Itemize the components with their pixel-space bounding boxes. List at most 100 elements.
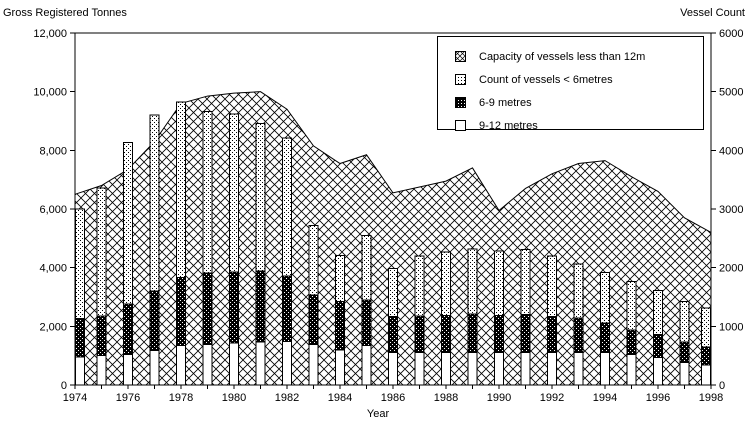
legend-label: 9-12 metres xyxy=(479,119,538,132)
legend-label: 6-9 metres xyxy=(479,96,532,109)
x-tick-label: 1998 xyxy=(699,392,723,404)
right-tick-label: 6000 xyxy=(719,28,743,40)
bar-count-lt6m-1974 xyxy=(75,208,85,320)
bar-count-lt6m-1990 xyxy=(494,250,504,316)
right-tick-label: 3000 xyxy=(719,204,743,216)
crosshatch-swatch-icon xyxy=(455,51,466,62)
bar-9-12m-1991 xyxy=(520,352,531,386)
bar-6-9m-1984 xyxy=(335,301,345,351)
x-tick-label: 1990 xyxy=(487,392,511,404)
left-tick-label: 12,000 xyxy=(33,28,67,40)
bar-6-9m-1989 xyxy=(467,313,478,354)
bar-9-12m-1978 xyxy=(176,345,186,386)
bar-9-12m-1980 xyxy=(229,342,239,386)
bar-6-9m-1993 xyxy=(573,317,584,354)
bar-9-12m-1979 xyxy=(202,344,213,386)
bar-9-12m-1996 xyxy=(653,357,663,386)
bar-6-9m-1986 xyxy=(388,315,398,354)
bar-6-9m-1990 xyxy=(494,314,504,354)
bar-6-9m-1996 xyxy=(653,334,663,359)
bar-6-9m-1985 xyxy=(361,299,372,346)
bar-count-lt6m-1996 xyxy=(653,290,663,336)
bar-count-lt6m-1993 xyxy=(573,263,584,319)
bar-6-9m-1991 xyxy=(520,314,531,354)
x-tick-label: 1984 xyxy=(328,392,352,404)
legend-item-capacity: Capacity of vessels less than 12m xyxy=(438,45,703,68)
x-tick-label: 1980 xyxy=(222,392,246,404)
bar-9-12m-1977 xyxy=(149,349,160,386)
bar-count-lt6m-1976 xyxy=(123,142,133,305)
bar-9-12m-1987 xyxy=(414,352,425,386)
bar-9-12m-1993 xyxy=(573,352,584,386)
x-tick-label: 1994 xyxy=(593,392,617,404)
right-tick-label: 4000 xyxy=(719,145,743,157)
bar-count-lt6m-1977 xyxy=(149,114,160,292)
x-tick-label: 1992 xyxy=(540,392,564,404)
bar-9-12m-1984 xyxy=(335,349,345,386)
bar-6-9m-1987 xyxy=(414,315,425,354)
bar-count-lt6m-1988 xyxy=(441,251,451,316)
bar-count-lt6m-1975 xyxy=(96,187,107,317)
x-tick-label: 1982 xyxy=(275,392,299,404)
legend: Capacity of vessels less than 12m Count … xyxy=(437,36,704,132)
bar-6-9m-1995 xyxy=(626,329,637,355)
bar-count-lt6m-1987 xyxy=(414,255,425,317)
bar-9-12m-1992 xyxy=(547,352,557,386)
bar-count-lt6m-1978 xyxy=(176,101,186,279)
bar-9-12m-1985 xyxy=(361,344,372,386)
left-tick-label: 0 xyxy=(61,380,67,392)
bar-count-lt6m-1979 xyxy=(202,110,213,274)
bar-9-12m-1975 xyxy=(96,355,107,386)
x-tick-label: 1974 xyxy=(63,392,87,404)
bar-6-9m-1975 xyxy=(96,315,107,357)
right-tick-label: 2000 xyxy=(719,263,743,275)
bar-6-9m-1974 xyxy=(75,318,85,358)
legend-item-count-lt6: Count of vessels < 6metres xyxy=(438,68,703,91)
legend-label: Count of vessels < 6metres xyxy=(479,73,613,86)
bar-count-lt6m-1984 xyxy=(335,254,345,303)
right-tick-label: 0 xyxy=(719,380,725,392)
bar-6-9m-1998 xyxy=(701,346,711,366)
bar-6-9m-1977 xyxy=(149,290,160,351)
bar-count-lt6m-1991 xyxy=(520,248,531,316)
bar-9-12m-1997 xyxy=(679,362,690,386)
bar-6-9m-1988 xyxy=(441,314,451,354)
left-axis-title: Gross Registered Tonnes xyxy=(3,7,127,19)
bar-9-12m-1998 xyxy=(701,364,711,386)
bar-6-9m-1983 xyxy=(308,294,319,346)
bar-count-lt6m-1995 xyxy=(626,281,637,331)
x-tick-label: 1996 xyxy=(646,392,670,404)
bar-count-lt6m-1983 xyxy=(308,225,319,296)
x-tick-label: 1976 xyxy=(116,392,140,404)
bar-9-12m-1994 xyxy=(600,352,610,386)
bar-6-9m-1980 xyxy=(229,271,239,344)
legend-item-9-12m: 9-12 metres xyxy=(438,114,703,137)
bar-6-9m-1978 xyxy=(176,277,186,347)
right-tick-label: 5000 xyxy=(719,87,743,99)
bar-6-9m-1997 xyxy=(679,341,690,364)
right-axis-title: Vessel Count xyxy=(680,7,745,19)
bar-9-12m-1976 xyxy=(123,353,133,386)
bar-9-12m-1986 xyxy=(388,352,398,386)
bar-6-9m-1979 xyxy=(202,272,213,346)
bar-count-lt6m-1980 xyxy=(229,113,239,273)
bar-6-9m-1994 xyxy=(600,322,610,354)
left-tick-label: 8,000 xyxy=(39,145,67,157)
left-tick-label: 6,000 xyxy=(39,204,67,216)
legend-item-6-9m: 6-9 metres xyxy=(438,91,703,114)
x-tick-label: 1978 xyxy=(169,392,193,404)
left-tick-label: 2,000 xyxy=(39,321,67,333)
bar-count-lt6m-1986 xyxy=(388,267,398,317)
bar-9-12m-1981 xyxy=(255,341,266,386)
left-tick-label: 10,000 xyxy=(33,87,67,99)
bar-6-9m-1976 xyxy=(123,303,133,355)
bar-count-lt6m-1997 xyxy=(679,300,690,343)
light-dots-swatch-icon xyxy=(455,74,466,85)
legend-label: Capacity of vessels less than 12m xyxy=(479,50,646,63)
x-tick-label: 1988 xyxy=(434,392,458,404)
right-tick-label: 1000 xyxy=(719,321,743,333)
bar-count-lt6m-1989 xyxy=(467,248,478,315)
bar-count-lt6m-1994 xyxy=(600,271,610,324)
bar-count-lt6m-1982 xyxy=(282,137,292,277)
